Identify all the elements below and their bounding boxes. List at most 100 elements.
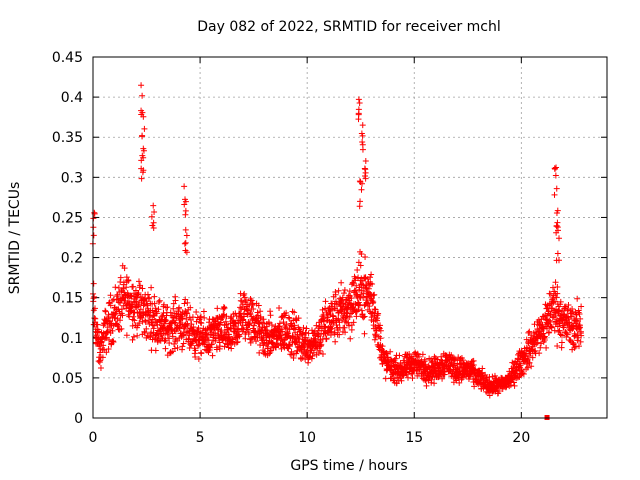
data-point (214, 325, 221, 332)
data-point (162, 345, 169, 352)
data-point (182, 211, 189, 218)
data-point (285, 314, 292, 321)
data-point (574, 295, 581, 302)
data-point (228, 345, 235, 352)
data-point (106, 336, 113, 343)
data-point (341, 324, 348, 331)
data-point (520, 371, 527, 378)
data-point (102, 307, 109, 314)
data-point (577, 338, 584, 345)
data-point (276, 332, 283, 339)
data-point (112, 284, 119, 291)
data-point (518, 366, 525, 373)
data-point (139, 133, 146, 140)
data-point (387, 348, 394, 355)
data-point (128, 293, 135, 300)
data-point (519, 369, 526, 376)
data-point (109, 337, 116, 344)
data-point (322, 298, 329, 305)
data-point (574, 337, 581, 344)
data-point (538, 340, 545, 347)
data-point (438, 353, 445, 360)
data-point (409, 375, 416, 382)
data-point (372, 331, 379, 338)
data-point (286, 315, 293, 322)
data-point (489, 373, 496, 380)
data-point (166, 340, 173, 347)
data-point (347, 300, 354, 307)
data-point (575, 307, 582, 314)
data-point (318, 341, 325, 348)
data-point (553, 316, 560, 323)
data-point (536, 350, 543, 357)
data-point (350, 280, 357, 287)
data-point (456, 379, 463, 386)
data-point (524, 356, 531, 363)
data-point (541, 336, 548, 343)
data-point (146, 313, 153, 320)
data-point (575, 343, 582, 350)
data-point (140, 167, 147, 174)
data-point (227, 325, 234, 332)
data-point (91, 315, 98, 322)
x-tick-label: 0 (89, 430, 98, 446)
data-point (168, 326, 175, 333)
data-point (359, 122, 366, 129)
data-point (220, 304, 227, 311)
data-point (208, 329, 215, 336)
data-point (355, 274, 362, 281)
data-point (546, 317, 553, 324)
data-point (544, 312, 551, 319)
data-point (552, 312, 559, 319)
data-point (332, 291, 339, 298)
data-point (268, 322, 275, 329)
data-point (149, 222, 156, 229)
data-point (282, 324, 289, 331)
data-point (179, 343, 186, 350)
data-point (280, 319, 287, 326)
data-point (90, 232, 97, 239)
data-point (174, 344, 181, 351)
data-point (355, 299, 362, 306)
data-point (375, 310, 382, 317)
data-point (107, 292, 114, 299)
data-point (118, 325, 125, 332)
data-point (396, 352, 403, 359)
data-point (195, 342, 202, 349)
data-point (192, 347, 199, 354)
data-point (250, 322, 257, 329)
data-point (141, 125, 148, 132)
data-point (125, 277, 132, 284)
data-point (329, 312, 336, 319)
data-point (345, 292, 352, 299)
x-tick-label: 5 (196, 430, 205, 446)
data-point (328, 328, 335, 335)
data-point (338, 279, 345, 286)
data-point (183, 316, 190, 323)
data-point (197, 319, 204, 326)
data-point (193, 308, 200, 315)
data-point (568, 310, 575, 317)
data-point (119, 312, 126, 319)
data-point (123, 284, 130, 291)
data-point (207, 344, 214, 351)
data-point (553, 164, 560, 171)
data-point (367, 274, 374, 281)
data-point (109, 327, 116, 334)
y-tick-label: 0.25 (52, 210, 83, 226)
data-point (362, 175, 369, 182)
data-point (332, 338, 339, 345)
data-point (150, 202, 157, 209)
x-tick-label: 10 (298, 430, 316, 446)
data-point (130, 333, 137, 340)
data-point (537, 344, 544, 351)
data-point (379, 343, 386, 350)
data-point (171, 340, 178, 347)
data-point (146, 294, 153, 301)
data-point (154, 321, 161, 328)
data-point (171, 345, 178, 352)
data-point (371, 336, 378, 343)
data-point (95, 328, 102, 335)
data-point (560, 311, 567, 318)
